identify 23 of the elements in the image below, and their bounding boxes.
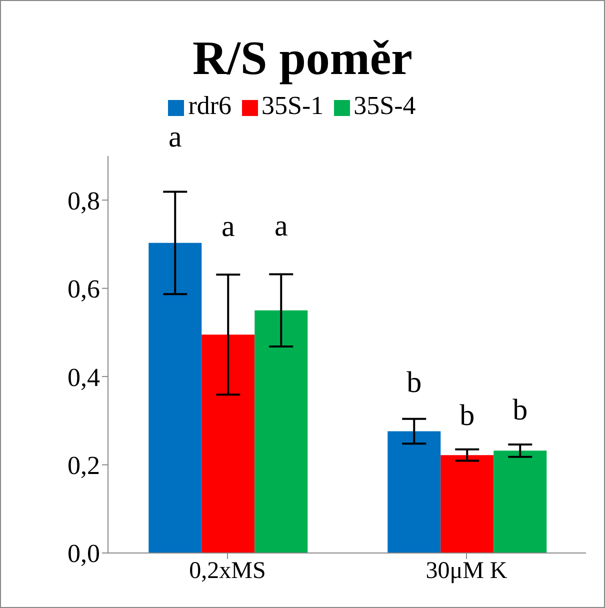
legend-label: rdr6 xyxy=(188,91,232,120)
data-label: a xyxy=(274,210,288,243)
x-tick-label: 30μM K xyxy=(426,558,508,584)
bar xyxy=(440,455,494,553)
data-label: a xyxy=(168,120,182,154)
bar xyxy=(148,242,202,553)
chart-title: R/S poměr xyxy=(192,31,414,86)
bar xyxy=(388,431,441,553)
legend-label: 35S-4 xyxy=(354,91,416,120)
y-tick-label: 0,0 xyxy=(68,539,100,568)
data-label: b xyxy=(406,366,422,400)
y-tick-label: 0,4 xyxy=(68,362,100,392)
data-label: b xyxy=(512,394,528,427)
legend-label: 35S-1 xyxy=(262,91,324,120)
y-tick-label: 0,2 xyxy=(68,451,100,480)
data-label: a xyxy=(221,210,235,244)
y-tick-label: 0,8 xyxy=(68,186,100,216)
bar xyxy=(494,450,547,553)
y-tick-label: 0,6 xyxy=(68,274,100,304)
bar xyxy=(202,334,255,553)
bar xyxy=(254,310,308,553)
data-label: b xyxy=(460,398,475,432)
x-tick-label: 0,2xMS xyxy=(189,558,266,584)
